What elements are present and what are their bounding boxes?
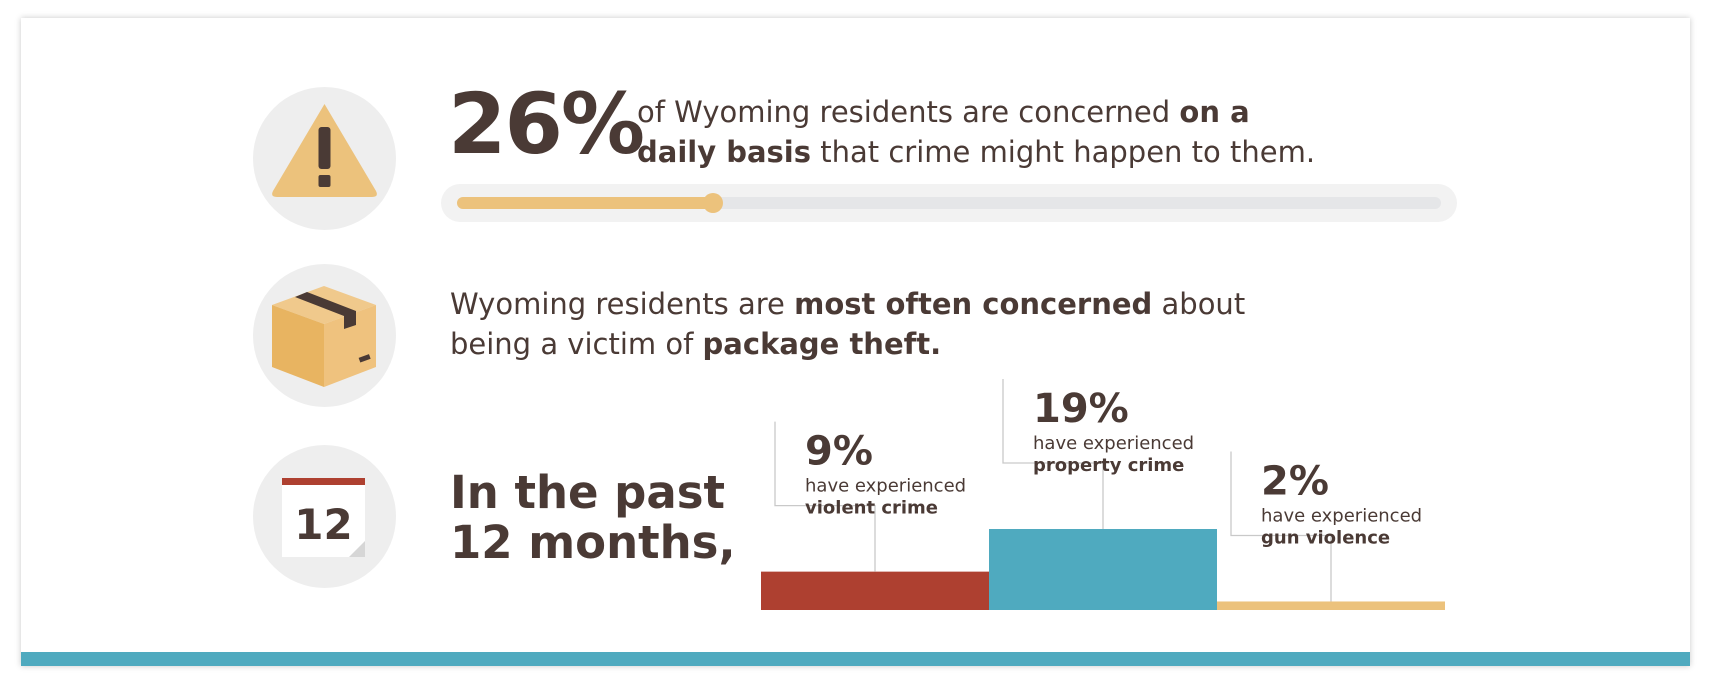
bar-value-label-1: 19% bbox=[1033, 386, 1129, 432]
bar-0 bbox=[761, 571, 989, 610]
bar-label-prefix-1: have experienced bbox=[1033, 433, 1194, 454]
concern-progress-fill bbox=[457, 197, 713, 209]
concern-progress-track bbox=[441, 184, 1457, 222]
row1-statement: of Wyoming residents are concerned on a … bbox=[637, 92, 1337, 172]
row2-text-b: most often concerned bbox=[794, 287, 1153, 321]
bar-label-prefix-2: have experienced bbox=[1261, 505, 1422, 526]
bar-1 bbox=[989, 529, 1217, 610]
row1-text-a: of Wyoming residents are concerned bbox=[637, 95, 1180, 129]
row2-text-c: about bbox=[1152, 287, 1246, 321]
package-box-icon bbox=[272, 286, 376, 387]
row2-text-e: package theft. bbox=[702, 327, 942, 361]
package-icon-circle bbox=[253, 264, 396, 407]
bar-category-label-1: property crime bbox=[1033, 455, 1184, 476]
row2-statement: Wyoming residents are most often concern… bbox=[450, 284, 1350, 364]
concern-progress-inner bbox=[457, 193, 1441, 213]
bar-callout-line-1 bbox=[1002, 379, 1104, 529]
big-percent: 26% bbox=[448, 75, 645, 173]
calendar-number: 12 bbox=[294, 500, 352, 549]
warning-triangle-icon bbox=[272, 104, 377, 197]
row1-text-b: on a bbox=[1179, 95, 1250, 129]
past-line-1: In the past bbox=[450, 466, 726, 519]
past-12-months-heading: In the past 12 months, bbox=[450, 468, 736, 568]
calendar-icon-circle: 12 bbox=[253, 445, 396, 588]
bar-value-label-2: 2% bbox=[1261, 458, 1329, 504]
bottom-accent-bar bbox=[21, 652, 1690, 666]
concern-progress-knob bbox=[702, 193, 723, 213]
row2-text-a: Wyoming residents are bbox=[450, 287, 795, 321]
bar-category-label-0: violent crime bbox=[805, 498, 938, 519]
bar-callout-line-0 bbox=[774, 421, 876, 572]
bar-value-label-0: 9% bbox=[805, 429, 873, 475]
bar-label-prefix-0: have experienced bbox=[805, 476, 966, 497]
bar-callout-line-2 bbox=[1230, 451, 1332, 602]
bar-2 bbox=[1217, 601, 1445, 610]
calendar-icon: 12 bbox=[282, 478, 365, 557]
row1-text-d: that crime might happen to them. bbox=[811, 135, 1316, 169]
row1-text-c: daily basis bbox=[637, 135, 811, 169]
row2-text-d: being a victim of bbox=[450, 327, 703, 361]
warning-icon-circle bbox=[253, 87, 396, 230]
past-line-2: 12 months, bbox=[450, 516, 736, 569]
bar-category-label-2: gun violence bbox=[1261, 527, 1390, 548]
